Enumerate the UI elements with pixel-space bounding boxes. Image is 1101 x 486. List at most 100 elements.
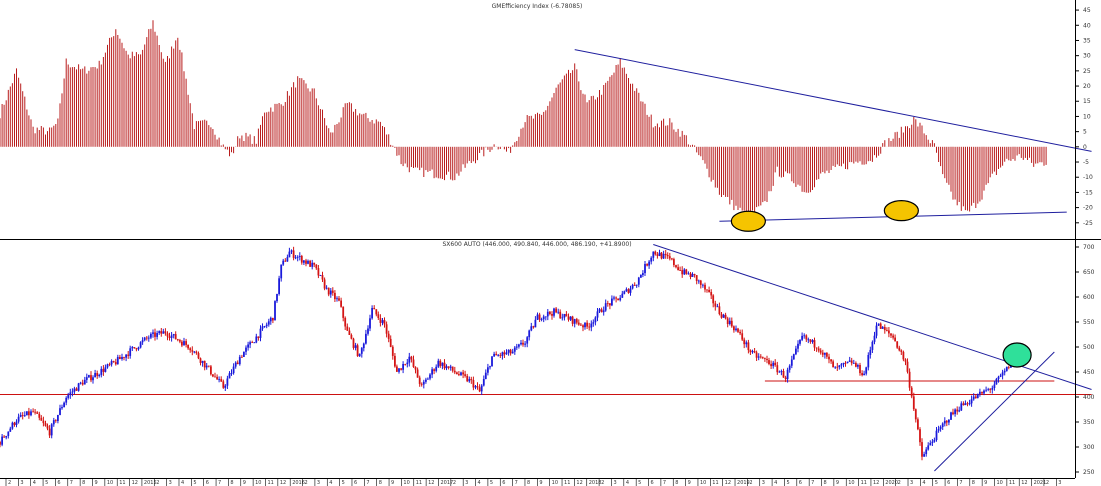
candle-body (356, 345, 359, 357)
candle-body (650, 257, 653, 262)
candle-body (166, 333, 169, 337)
candle-body (530, 326, 533, 331)
candle-body (513, 347, 516, 352)
candle-body (819, 350, 822, 353)
candle-body (346, 326, 349, 331)
candle-body (594, 317, 597, 323)
x-tick-label: 2 (898, 480, 901, 486)
candle-body (950, 412, 952, 420)
candle-body (898, 347, 901, 351)
candle-body (757, 356, 760, 358)
candle-body (358, 353, 361, 357)
candle-body (160, 331, 163, 334)
candle-body (582, 325, 584, 328)
x-tick-label: 3 (465, 480, 468, 486)
candle-body (778, 371, 781, 373)
x-tick-label: 3 (317, 480, 320, 486)
candle-body (162, 331, 165, 334)
trend-line (574, 49, 1092, 152)
candle-body (894, 337, 896, 342)
candle-body (327, 287, 330, 295)
candle-body (716, 306, 719, 308)
candle-body (11, 422, 14, 429)
candle-body (203, 360, 206, 368)
candle-body (267, 321, 270, 325)
x-tick-label: 4 (181, 480, 184, 486)
candle-body (526, 337, 529, 344)
candle-body (836, 366, 839, 368)
candle-body (739, 331, 741, 334)
candle-body (288, 251, 291, 258)
candle-body (737, 328, 739, 332)
candle-body (298, 256, 301, 257)
candle-body (232, 366, 235, 374)
candle-body (75, 388, 78, 391)
candle-body (606, 303, 609, 304)
candle-body (294, 257, 297, 259)
candle-body (88, 375, 90, 378)
candle-body (886, 330, 888, 331)
candle-body (418, 377, 421, 384)
candle-body (577, 322, 580, 325)
candle-body (751, 351, 754, 353)
y-tick-label: -10 (1083, 174, 1093, 181)
candle-body (507, 349, 510, 353)
candle-body (945, 420, 948, 423)
candle-body (143, 337, 146, 341)
y-tick-label: 700 (1083, 244, 1095, 251)
candle-body (896, 341, 899, 348)
x-tick-label: 12 (725, 480, 731, 486)
candle-body (123, 357, 125, 358)
candle-body (116, 357, 119, 365)
candle-body (28, 411, 30, 416)
x-tick-label: 12 (428, 480, 434, 486)
x-tick-label: 2 (601, 480, 604, 486)
x-tick-label: 9 (539, 480, 542, 486)
candle-body (855, 363, 857, 367)
candle-body (902, 351, 905, 360)
candle-body (883, 327, 886, 331)
candle-body (633, 284, 636, 286)
x-tick-label: 9 (391, 480, 394, 486)
y-tick-label: -20 (1083, 205, 1093, 212)
candle-body (710, 292, 713, 296)
x-tick-label: 3 (762, 480, 765, 486)
candle-body (724, 314, 727, 319)
candle-body (385, 324, 388, 334)
candle-body (675, 265, 677, 268)
candle-body (282, 260, 285, 265)
candle-body (416, 369, 419, 378)
candle-body (23, 415, 26, 416)
x-tick-label: 8 (379, 480, 382, 486)
candle-body (110, 361, 113, 365)
candle-body (94, 373, 96, 378)
candle-body (571, 316, 574, 324)
candle-body (48, 428, 51, 436)
candle-body (817, 348, 820, 351)
x-tick-label: 7 (663, 480, 666, 486)
candle-body (441, 362, 444, 366)
candle-body (689, 273, 692, 277)
candle-body (422, 381, 425, 385)
candle-body (125, 354, 127, 358)
x-tick-label: 5 (786, 480, 789, 486)
candle-body (664, 253, 667, 255)
candle-body (542, 316, 545, 320)
candle-body (431, 369, 433, 375)
candle-body (766, 358, 768, 360)
candle-body (925, 449, 928, 455)
candle-body (728, 320, 731, 324)
x-tick-label: 10 (403, 480, 409, 486)
candle-body (90, 375, 92, 381)
candle-body (257, 336, 260, 338)
candle-body (596, 311, 599, 318)
candle-body (693, 274, 696, 276)
candle-body (656, 254, 659, 256)
candle-body (801, 335, 803, 340)
candle-body (642, 273, 644, 275)
candle-body (538, 314, 541, 320)
y-tick-label: 30 (1083, 53, 1091, 60)
candle-body (269, 317, 272, 322)
candle-body (331, 290, 334, 293)
candle-body (544, 316, 547, 318)
